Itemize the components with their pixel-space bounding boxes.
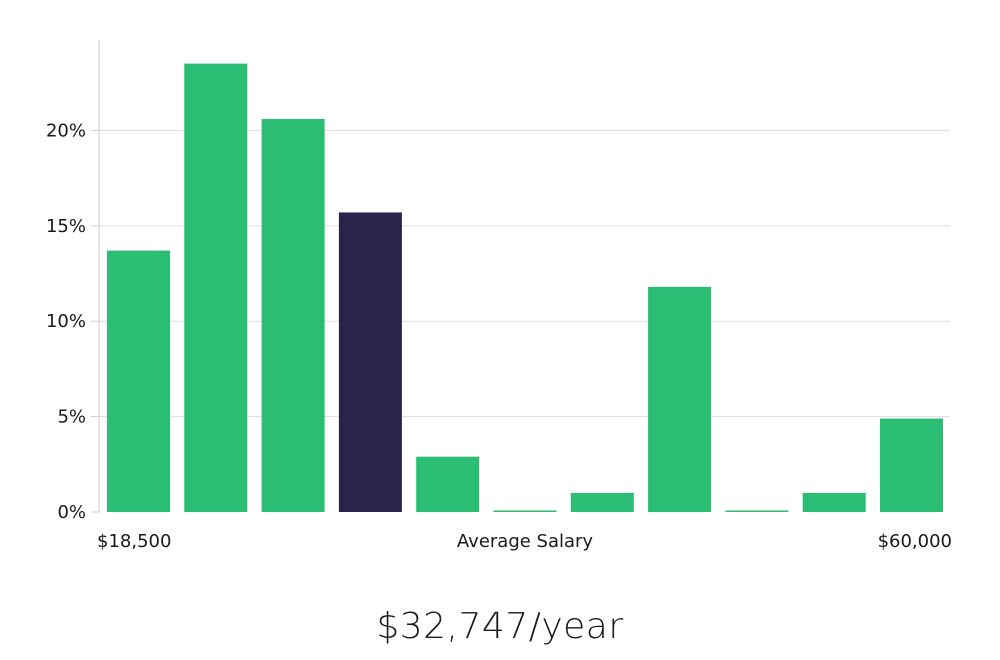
average-salary-summary: $32,747/year	[376, 606, 624, 647]
x-axis-min-label: $18,500	[97, 531, 171, 552]
bar-highlighted	[338, 212, 402, 512]
x-axis-max-label: $60,000	[878, 531, 952, 552]
bar	[261, 118, 325, 513]
bar	[880, 418, 943, 512]
y-tick-label: 5%	[57, 407, 86, 428]
salary-histogram-chart: 0% 5% 10% 15% 20% $18,500 Average Salary $60…	[46, 40, 952, 552]
y-tick-label: 0%	[57, 502, 86, 523]
bar	[570, 492, 634, 512]
y-tick-label: 10%	[46, 311, 86, 332]
x-axis-title: Average Salary	[457, 531, 594, 552]
bar	[493, 510, 557, 512]
bar	[648, 286, 712, 512]
y-tick-label: 15%	[46, 216, 86, 237]
bar	[802, 492, 866, 512]
bar	[184, 63, 248, 513]
bars	[107, 63, 943, 513]
bar	[725, 510, 789, 512]
y-axis-ticks: 0% 5% 10% 15% 20%	[46, 120, 99, 523]
bar	[416, 456, 480, 512]
bar	[107, 250, 170, 512]
y-tick-label: 20%	[46, 120, 86, 141]
